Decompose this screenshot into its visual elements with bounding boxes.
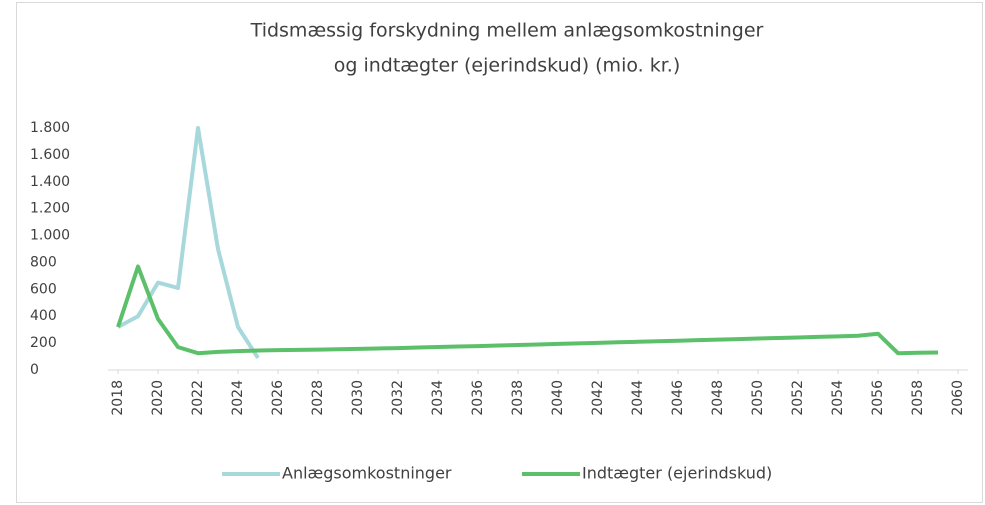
y-tick-label: 1.800 (30, 120, 70, 136)
y-tick-label: 0 (30, 362, 39, 378)
x-tick-label: 2040 (550, 380, 566, 416)
x-tick-label: 2046 (670, 380, 686, 416)
y-tick-label: 600 (30, 281, 57, 297)
y-tick-label: 1.000 (30, 228, 70, 244)
x-tick-label: 2034 (430, 380, 446, 416)
x-tick-label: 2036 (470, 380, 486, 416)
chart-title: Tidsmæssig forskydning mellem anlægsomko… (250, 20, 764, 42)
y-tick-label: 200 (30, 335, 57, 351)
x-tick-label: 2020 (150, 380, 166, 416)
y-tick-label: 1.600 (30, 147, 70, 163)
x-tick-label: 2038 (510, 380, 526, 416)
x-tick-label: 2048 (710, 380, 726, 416)
x-tick-label: 2024 (230, 380, 246, 416)
series-line (117, 126, 260, 359)
y-tick-label: 1.400 (30, 174, 70, 190)
y-tick-label: 800 (30, 254, 57, 270)
x-tick-label: 2054 (830, 380, 846, 416)
series-line (116, 264, 939, 356)
x-tick-label: 2030 (350, 380, 366, 416)
legend-label: Indtægter (ejerindskud) (582, 464, 772, 483)
x-tick-label: 2060 (950, 380, 966, 416)
x-tick-label: 2028 (310, 380, 326, 416)
chart-title: og indtægter (ejerindskud) (mio. kr.) (334, 55, 681, 77)
x-tick-label: 2042 (590, 380, 606, 416)
x-tick-label: 2044 (630, 380, 646, 416)
y-tick-label: 1.200 (30, 201, 70, 217)
x-tick-label: 2026 (270, 380, 286, 416)
y-tick-label: 400 (30, 308, 57, 324)
legend-label: Anlægsomkostninger (282, 464, 452, 483)
x-tick-label: 2032 (390, 380, 406, 416)
x-tick-label: 2058 (910, 380, 926, 416)
x-tick-label: 2052 (790, 380, 806, 416)
x-tick-label: 2018 (110, 380, 126, 416)
x-tick-label: 2022 (190, 380, 206, 416)
chart-frame (16, 2, 983, 503)
x-tick-label: 2050 (750, 380, 766, 416)
x-tick-label: 2056 (870, 380, 886, 416)
